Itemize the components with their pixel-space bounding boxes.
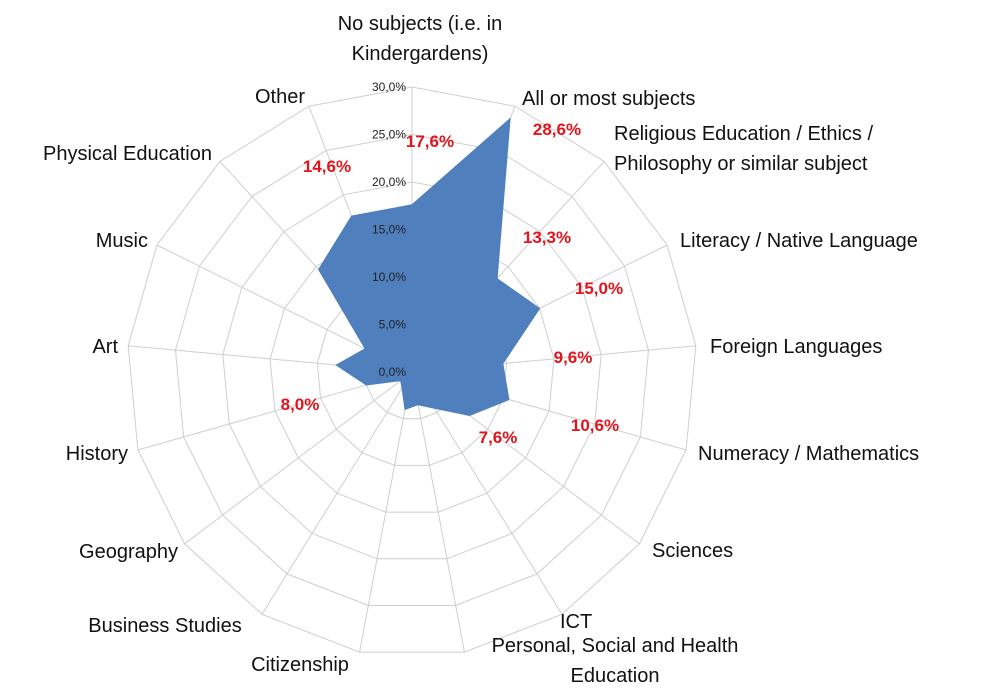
- series-area: [318, 117, 541, 417]
- category-label: Physical Education: [43, 143, 212, 165]
- tick-label: 30,0%: [372, 80, 406, 94]
- grid-spoke: [359, 371, 413, 653]
- grid-ring: [269, 228, 555, 513]
- category-label: Geography: [79, 541, 178, 563]
- data-label: 28,6%: [533, 120, 581, 139]
- grid-ring: [222, 181, 602, 560]
- category-label: All or most subjects: [522, 88, 695, 110]
- grid-spoke: [261, 371, 413, 615]
- category-label: Other: [255, 86, 305, 108]
- category-label: Personal, Social and Health Education: [492, 635, 739, 687]
- radial-tick-labels: 0,0% 5,0% 10,0% 15,0% 20,0% 25,0% 30,0%: [372, 80, 406, 379]
- grid-spoke: [411, 371, 465, 653]
- category-label: Music: [96, 230, 148, 252]
- category-labels: No subjects (i.e. in Kindergardens) All or…: [43, 13, 919, 687]
- category-label: Foreign Languages: [710, 336, 882, 358]
- data-label: 15,0%: [575, 279, 623, 298]
- grid-spoke: [411, 371, 563, 615]
- category-label: Business Studies: [88, 615, 241, 637]
- grid-ring: [174, 133, 650, 606]
- tick-label: 20,0%: [372, 175, 406, 189]
- data-label: 10,6%: [571, 416, 619, 435]
- data-label: 9,6%: [554, 348, 593, 367]
- data-label: 8,0%: [281, 395, 320, 414]
- tick-label: 25,0%: [372, 128, 406, 142]
- tick-label: 10,0%: [372, 270, 406, 284]
- data-labels: 17,6% 28,6% 13,3% 15,0% 9,6% 10,6% 7,6% 8,0% 14,…: [281, 120, 623, 447]
- radar-series-area: [318, 117, 541, 417]
- category-label: Citizenship: [251, 654, 349, 676]
- category-label: Sciences: [652, 540, 733, 562]
- data-label: 14,6%: [303, 157, 351, 176]
- category-label: No subjects (i.e. in Kindergardens): [338, 13, 503, 65]
- category-label: Literacy / Native Language: [680, 230, 918, 252]
- tick-label: 15,0%: [372, 223, 406, 237]
- category-label: Art: [92, 336, 118, 358]
- data-label: 17,6%: [406, 132, 454, 151]
- data-label: 13,3%: [523, 228, 571, 247]
- data-label: 7,6%: [479, 428, 518, 447]
- tick-label: 0,0%: [379, 365, 407, 379]
- category-label: History: [66, 443, 128, 465]
- category-label: ICT: [560, 611, 592, 633]
- grid-spoke: [184, 371, 413, 545]
- grid-ring: [127, 86, 697, 653]
- category-label: Religious Education / Ethics / Philosophy…: [614, 123, 873, 175]
- tick-label: 5,0%: [379, 318, 407, 332]
- category-label: Numeracy / Mathematics: [698, 443, 919, 465]
